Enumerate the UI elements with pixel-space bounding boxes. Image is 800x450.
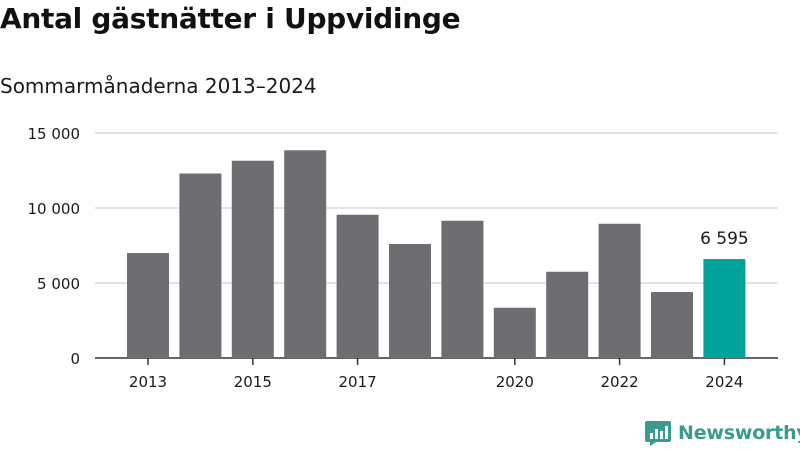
labels: 0 5 000 10 000 15 000 2013 2015 2017 2020 2022 20… [28, 125, 749, 391]
x-tick-label: 2024 [705, 373, 743, 391]
bar [651, 292, 693, 358]
data-label: 6 595 [700, 229, 749, 249]
brand-name: Newsworthy [678, 422, 800, 444]
bar [336, 214, 379, 358]
bar [284, 150, 327, 358]
chart-subtitle: Sommarmånaderna 2013–2024 [0, 74, 317, 98]
bar [179, 173, 222, 358]
x-tick-label: 2015 [234, 373, 272, 391]
bars [127, 150, 746, 358]
x-tick-label: 2013 [129, 373, 167, 391]
bar [441, 220, 484, 358]
chart-title: Antal gästnätter i Uppvidinge [0, 2, 461, 35]
x-tick-label: 2020 [496, 373, 534, 391]
bar [598, 223, 641, 358]
bar [389, 244, 431, 358]
y-tick-label: 10 000 [28, 200, 81, 218]
x-tick-label: 2022 [601, 373, 639, 391]
y-tick-label: 0 [70, 350, 80, 368]
bar [493, 307, 536, 358]
bar [127, 253, 169, 358]
newsworthy-logo: Newsworthy [644, 419, 800, 447]
y-tick-label: 15 000 [28, 125, 81, 143]
y-tick-label: 5 000 [37, 275, 80, 293]
bar-highlight [703, 259, 746, 358]
newsworthy-chart-bubble-icon [645, 421, 671, 446]
x-tick-label: 2017 [339, 373, 377, 391]
bar [231, 160, 274, 358]
bar [546, 271, 589, 358]
